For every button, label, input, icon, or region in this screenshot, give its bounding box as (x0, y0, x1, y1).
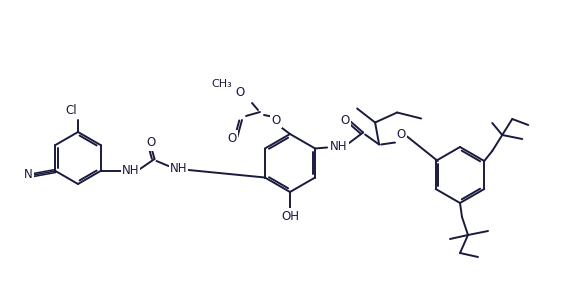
Text: N: N (24, 168, 33, 181)
Text: O: O (341, 114, 350, 127)
Text: O: O (227, 131, 237, 144)
Text: CH₃: CH₃ (212, 79, 232, 89)
Text: NH: NH (331, 140, 348, 153)
Text: NH: NH (170, 162, 187, 175)
Text: OH: OH (281, 210, 299, 222)
Text: Cl: Cl (65, 104, 77, 117)
Text: NH: NH (122, 164, 139, 177)
Text: O: O (235, 86, 245, 98)
Text: O: O (271, 113, 281, 127)
Text: O: O (396, 128, 406, 141)
Text: O: O (146, 137, 155, 150)
